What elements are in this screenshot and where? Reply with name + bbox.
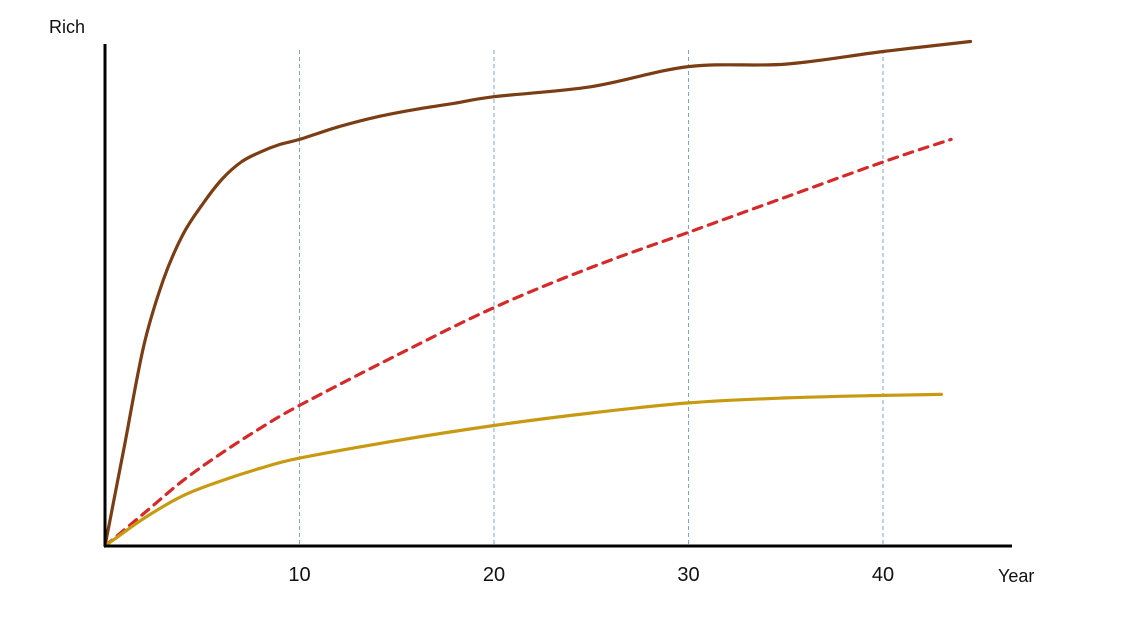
- x-tick-labels: 10 20 30 40: [288, 564, 894, 586]
- y-axis-label: Rich: [49, 17, 85, 37]
- series-line-3: [103, 392, 943, 548]
- x-tick-label-10: 10: [288, 564, 310, 586]
- x-axis-label: Year: [998, 566, 1034, 586]
- axes: [103, 44, 1012, 548]
- series-line-2: [103, 137, 953, 548]
- x-tick-label-20: 20: [483, 564, 505, 586]
- x-tick-label-30: 30: [677, 564, 699, 586]
- series-lines: [103, 39, 973, 548]
- gridlines: [299, 50, 884, 546]
- series-line-1: [103, 39, 973, 548]
- x-tick-label-40: 40: [872, 564, 894, 586]
